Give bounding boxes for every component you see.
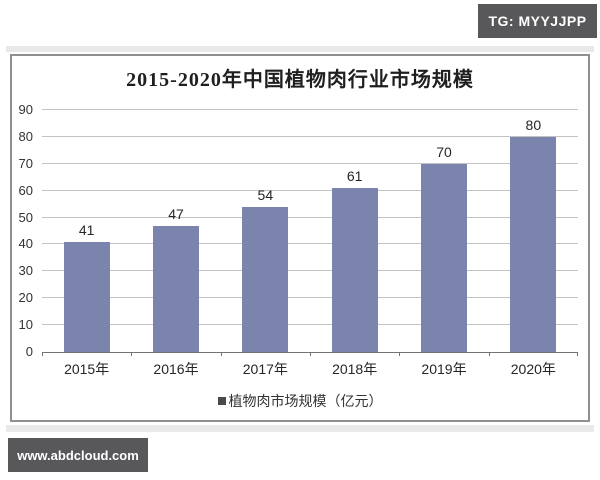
y-axis-tick-label: 80 <box>18 128 33 144</box>
x-axis-label: 2020年 <box>510 361 556 377</box>
x-axis-tick <box>577 352 578 356</box>
gridline <box>42 162 578 164</box>
telegram-watermark-badge: TG: MYYJJPP <box>478 4 597 38</box>
gridline <box>42 243 578 245</box>
y-axis-tick-label: 10 <box>18 317 33 333</box>
y-axis-tick-label: 50 <box>18 209 33 225</box>
bar-2015年: 41 <box>63 222 110 352</box>
x-axis-tick <box>399 352 401 356</box>
gridline <box>42 297 578 299</box>
y-axis-tick-label: 40 <box>18 236 33 252</box>
bar-2018年: 61 <box>331 168 378 352</box>
x-axis-tick <box>488 352 490 356</box>
y-axis-tick-label: 20 <box>18 290 33 306</box>
y-axis-tick-label: 0 <box>25 344 33 359</box>
y-axis-tick-label: 70 <box>18 155 33 171</box>
chart-frame: 2015-2020年中国植物肉行业市场规模 0 10 20 30 40 50 60 70 80 9… <box>10 54 590 422</box>
bar-value-label: 80 <box>525 116 542 133</box>
bar-value-label: 47 <box>168 205 184 222</box>
gridline <box>42 324 578 326</box>
x-axis-label: 2019年 <box>421 361 467 377</box>
x-axis-label: 2018年 <box>332 361 378 377</box>
top-divider <box>6 46 594 52</box>
bar-value-label: 54 <box>257 186 274 203</box>
x-axis-tick <box>42 352 43 356</box>
legend: 植物肉市场规模（亿元） <box>12 391 588 411</box>
bar-2017年: 54 <box>242 187 289 352</box>
x-axis-label: 2017年 <box>242 361 288 377</box>
bar-2020年: 80 <box>510 117 557 352</box>
gridline <box>42 216 578 218</box>
x-axis-labels: 2015年 2016年 2017年 2018年 2019年 2020年 <box>42 359 578 377</box>
y-axis-tick-label: 60 <box>18 182 33 198</box>
x-axis-tick <box>310 352 311 356</box>
chart-title: 2015-2020年中国植物肉行业市场规模 <box>126 69 474 91</box>
bar-value-label: 41 <box>78 221 95 238</box>
plot-area: 0 10 20 30 40 50 60 70 80 90 41 47 54 61 70 80 <box>19 103 578 359</box>
gridline <box>42 109 578 110</box>
gridline <box>42 270 578 272</box>
bar-2019年: 70 <box>421 144 467 352</box>
y-axis-tick-label: 90 <box>18 102 33 117</box>
x-axis-label: 2016年 <box>153 361 199 377</box>
bottom-divider <box>6 425 594 432</box>
bar-2016年: 47 <box>153 206 199 352</box>
legend-label: 植物肉市场规模（亿元） <box>228 393 383 409</box>
bar-value-label: 70 <box>436 143 452 160</box>
legend-marker-icon <box>217 397 226 405</box>
y-axis-tick-label: 30 <box>18 263 33 279</box>
bar-value-label: 61 <box>346 167 363 184</box>
x-axis-label: 2015年 <box>64 361 110 377</box>
website-watermark-badge: www.abdcloud.com <box>8 438 148 472</box>
gridline <box>42 189 578 191</box>
x-axis-tick <box>131 352 133 356</box>
gridline <box>42 135 578 137</box>
x-axis-tick <box>220 352 222 356</box>
